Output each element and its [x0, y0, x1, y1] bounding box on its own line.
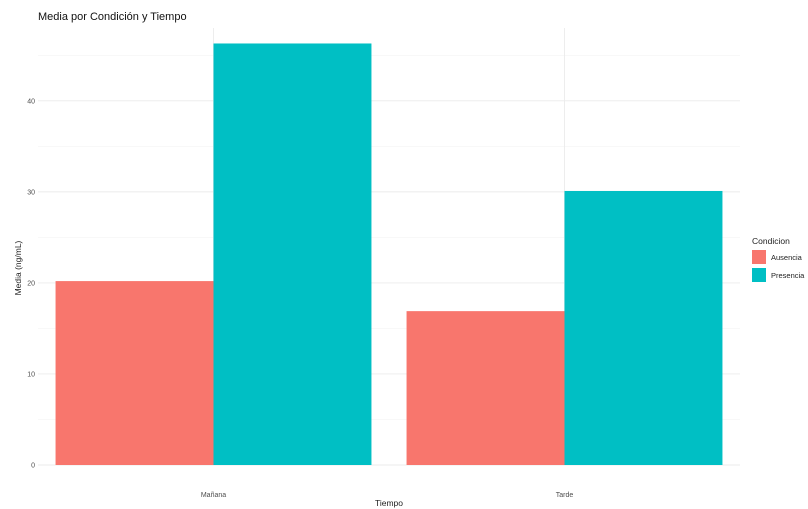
legend-label: Presencia	[771, 271, 805, 280]
legend: Condicion Ausencia Presencia	[752, 236, 805, 282]
legend-key-presencia	[752, 268, 766, 282]
bar-presencia-0	[213, 43, 372, 466]
y-tick-label: 40	[27, 98, 35, 105]
x-tick-label: Tarde	[556, 492, 574, 499]
bar-presencia-1	[564, 190, 723, 465]
legend-label: Ausencia	[771, 253, 803, 262]
x-tick-label: Mañana	[201, 492, 226, 499]
legend-key-ausencia	[752, 250, 766, 264]
legend-items: Ausencia Presencia	[752, 250, 805, 282]
y-tick-label: 30	[27, 189, 35, 196]
y-tick-label: 10	[27, 371, 35, 378]
y-axis-title: Media (ng/mL)	[13, 240, 23, 295]
y-tick-label: 0	[31, 463, 35, 470]
y-axis-ticks: 0 10 20 30 40	[27, 98, 35, 469]
bars	[55, 43, 723, 466]
legend-title: Condicion	[752, 236, 790, 246]
bar-ausencia-0	[55, 281, 214, 465]
x-axis-title: Tiempo	[375, 498, 403, 508]
bar-ausencia-1	[406, 311, 565, 465]
y-tick-label: 20	[27, 280, 35, 287]
x-axis-ticks: Mañana Tarde	[201, 492, 574, 499]
chart-title: Media por Condición y Tiempo	[38, 11, 187, 23]
